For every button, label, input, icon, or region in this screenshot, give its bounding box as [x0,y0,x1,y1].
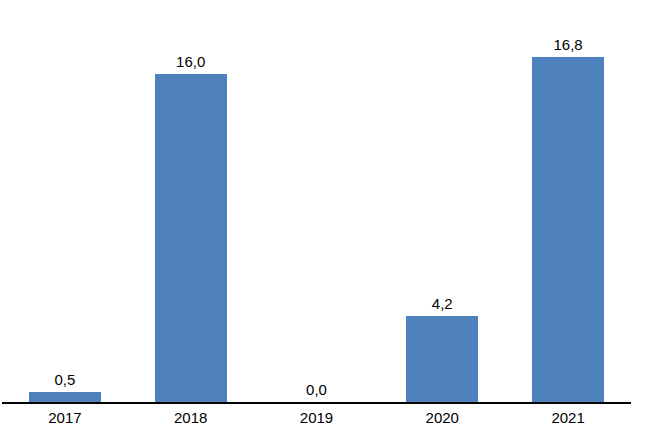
bar-group: 0,5 [2,0,128,402]
x-tick-label: 2017 [2,408,128,427]
bar [29,392,101,402]
x-axis-tick-labels: 20172018201920202021 [2,408,631,427]
bar [406,316,478,402]
plot-area: 0,5 16,0 0,0 4,2 16,8 [2,0,631,402]
x-axis-line [2,402,631,404]
bar-chart: 0,5 16,0 0,0 4,2 16,8 20172018201920202021 [0,0,646,447]
bar-value-label: 0,5 [54,371,75,389]
x-tick-label: 2021 [505,408,631,427]
x-tick-label: 2018 [128,408,254,427]
bar-group: 16,8 [505,0,631,402]
bar-value-label: 16,8 [553,36,582,54]
bar-group: 4,2 [379,0,505,402]
x-tick-label: 2020 [379,408,505,427]
bar-group: 0,0 [254,0,380,402]
bars-row: 0,5 16,0 0,0 4,2 16,8 [2,0,631,402]
x-tick-label: 2019 [254,408,380,427]
bar-value-label: 4,2 [432,295,453,313]
bar-value-label: 0,0 [306,381,327,399]
bar-group: 16,0 [128,0,254,402]
bar [532,57,604,402]
bar-value-label: 16,0 [176,53,205,71]
bar [155,74,227,402]
